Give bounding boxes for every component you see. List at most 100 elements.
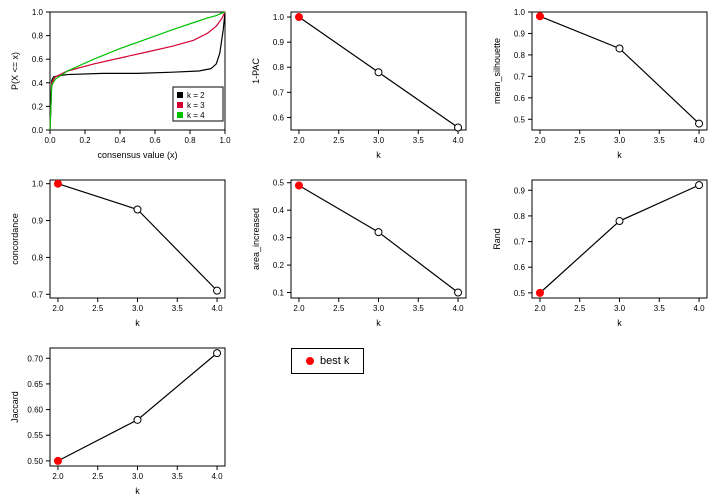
svg-text:3.0: 3.0 — [614, 136, 626, 145]
svg-text:2.5: 2.5 — [333, 304, 345, 313]
metric-line — [58, 353, 217, 461]
svg-text:2.0: 2.0 — [293, 304, 305, 313]
svg-text:1.0: 1.0 — [514, 8, 526, 17]
svg-text:0.55: 0.55 — [27, 431, 43, 440]
svg-text:3.0: 3.0 — [614, 304, 626, 313]
best-k-point — [536, 13, 543, 20]
svg-text:3.0: 3.0 — [132, 472, 144, 481]
svg-text:0.6: 0.6 — [32, 55, 44, 64]
metric-point — [375, 69, 382, 76]
svg-text:0.3: 0.3 — [273, 234, 285, 243]
best-k-point — [54, 457, 61, 464]
svg-text:0.2: 0.2 — [273, 261, 285, 270]
svg-text:0.50: 0.50 — [27, 457, 43, 466]
metric-line — [540, 185, 699, 293]
metric-point — [214, 287, 221, 294]
metric-point — [134, 206, 141, 213]
svg-text:0.5: 0.5 — [514, 115, 526, 124]
svg-text:3.5: 3.5 — [172, 304, 184, 313]
svg-text:concordance: concordance — [10, 213, 20, 265]
svg-text:3.5: 3.5 — [413, 136, 425, 145]
svg-text:k = 2: k = 2 — [187, 91, 205, 100]
svg-text:consensus value (x): consensus value (x) — [97, 150, 177, 160]
svg-text:0.0: 0.0 — [32, 126, 44, 135]
svg-text:k = 4: k = 4 — [187, 111, 205, 120]
svg-text:0.7: 0.7 — [32, 290, 44, 299]
best-k-label: best k — [320, 355, 349, 367]
svg-text:0.9: 0.9 — [514, 186, 526, 195]
svg-text:0.8: 0.8 — [184, 136, 196, 145]
metric-point — [616, 45, 623, 52]
svg-text:0.5: 0.5 — [273, 179, 285, 188]
best-k-point — [295, 182, 302, 189]
best-k-legend: best k — [291, 348, 364, 374]
svg-text:k = 3: k = 3 — [187, 101, 205, 110]
svg-text:0.8: 0.8 — [32, 253, 44, 262]
svg-text:2.5: 2.5 — [574, 304, 586, 313]
chart-grid: 0.0 0.2 0.4 0.6 0.8 1.0 consensus value (x) 0.0… — [0, 0, 720, 504]
svg-text:4.0: 4.0 — [452, 136, 464, 145]
ecdf-chart: 0.0 0.2 0.4 0.6 0.8 1.0 consensus value (x) 0.0… — [0, 0, 235, 160]
svg-text:1.0: 1.0 — [32, 8, 44, 17]
svg-text:k: k — [135, 318, 140, 328]
svg-text:3.5: 3.5 — [172, 472, 184, 481]
metric-line — [299, 185, 458, 292]
svg-text:0.4: 0.4 — [273, 206, 285, 215]
svg-text:0.8: 0.8 — [32, 32, 44, 41]
metric-chart-Rand: 2.02.53.03.54.0k0.50.60.70.80.9Rand — [482, 168, 717, 328]
metric-point — [696, 182, 703, 189]
svg-text:0.8: 0.8 — [514, 212, 526, 221]
best-k-point — [536, 289, 543, 296]
svg-text:k: k — [617, 318, 622, 328]
best-k-point — [54, 180, 61, 187]
svg-text:0.6: 0.6 — [514, 263, 526, 272]
svg-text:4.0: 4.0 — [693, 304, 705, 313]
metric-line — [540, 16, 699, 123]
svg-text:k: k — [376, 318, 381, 328]
svg-text:2.0: 2.0 — [52, 472, 64, 481]
svg-text:0.1: 0.1 — [273, 289, 285, 298]
svg-text:2.5: 2.5 — [92, 472, 104, 481]
svg-text:0.65: 0.65 — [27, 380, 43, 389]
svg-text:2.5: 2.5 — [92, 304, 104, 313]
svg-text:2.5: 2.5 — [333, 136, 345, 145]
svg-text:0.4: 0.4 — [32, 79, 44, 88]
svg-text:0.6: 0.6 — [273, 113, 285, 122]
svg-text:Jaccard: Jaccard — [10, 391, 20, 423]
svg-text:0.0: 0.0 — [44, 136, 56, 145]
svg-text:0.9: 0.9 — [273, 38, 285, 47]
svg-text:0.60: 0.60 — [27, 406, 43, 415]
metric-point — [455, 289, 462, 296]
svg-text:1.0: 1.0 — [273, 13, 285, 22]
best-k-point — [295, 14, 302, 21]
svg-text:0.2: 0.2 — [32, 102, 44, 111]
svg-text:2.0: 2.0 — [534, 136, 546, 145]
svg-text:2.0: 2.0 — [534, 304, 546, 313]
svg-text:1.0: 1.0 — [219, 136, 231, 145]
svg-text:2.0: 2.0 — [52, 304, 64, 313]
svg-text:0.6: 0.6 — [514, 94, 526, 103]
svg-text:3.5: 3.5 — [654, 136, 666, 145]
svg-text:0.70: 0.70 — [27, 354, 43, 363]
svg-text:k: k — [617, 150, 622, 160]
svg-text:k: k — [376, 150, 381, 160]
metric-chart-mean_silhouette: 2.02.53.03.54.0k0.50.60.70.80.91.0mean_s… — [482, 0, 717, 160]
svg-text:0.7: 0.7 — [514, 238, 526, 247]
metric-point — [616, 218, 623, 225]
svg-text:0.8: 0.8 — [514, 51, 526, 60]
metric-point — [134, 416, 141, 423]
svg-text:0.6: 0.6 — [149, 136, 161, 145]
svg-text:P(X <= x): P(X <= x) — [10, 52, 20, 90]
svg-text:4.0: 4.0 — [211, 472, 223, 481]
svg-text:3.0: 3.0 — [373, 304, 385, 313]
metric-chart-area_increased: 2.02.53.03.54.0k0.10.20.30.40.5area_incr… — [241, 168, 476, 328]
svg-text:4.0: 4.0 — [211, 304, 223, 313]
svg-text:1.0: 1.0 — [32, 180, 44, 189]
svg-text:Rand: Rand — [492, 228, 502, 250]
svg-text:3.0: 3.0 — [132, 304, 144, 313]
svg-text:0.7: 0.7 — [273, 88, 285, 97]
svg-text:k: k — [135, 486, 140, 496]
metric-chart-concordance: 2.02.53.03.54.0k0.70.80.91.0concordance — [0, 168, 235, 328]
metric-chart-Jaccard: 2.0 2.5 3.0 3.5 4.0 k 0.50 0.55 0.60 0.65 0.70 Jacc… — [0, 336, 235, 496]
svg-text:0.8: 0.8 — [273, 63, 285, 72]
